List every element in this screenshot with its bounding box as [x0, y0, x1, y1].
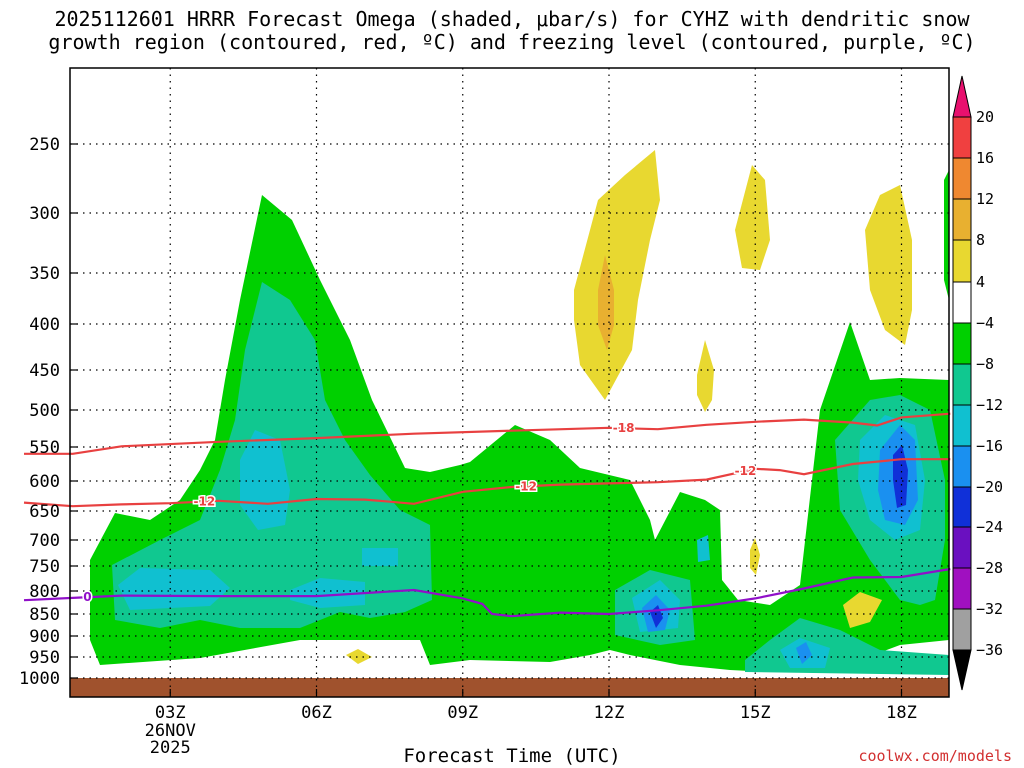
colorbar-tick-label: −24 — [976, 518, 1003, 536]
colorbar-tick-label: 4 — [976, 273, 985, 291]
colorbar-swatch — [952, 157, 972, 200]
y-tick-label: 1000 — [19, 669, 60, 689]
colorbar-tick-label: −28 — [976, 559, 1003, 577]
y-tick-label: 400 — [29, 315, 60, 335]
y-tick-label: 600 — [29, 472, 60, 492]
colorbar-swatch — [952, 281, 972, 324]
contour-label: -12 — [515, 479, 537, 493]
colorbar-tick-label: −8 — [976, 355, 994, 373]
colorbar-swatch — [952, 526, 972, 569]
colorbar-swatch — [952, 322, 972, 365]
x-tick-label: 18Z — [886, 703, 917, 723]
colorbar-swatch — [952, 239, 972, 283]
colorbar-swatch — [952, 404, 972, 447]
colorbar-tick-label: −12 — [976, 396, 1003, 414]
contour-label: -18 — [613, 421, 635, 435]
omega-region-cyan — [118, 568, 230, 610]
terrain-strip — [70, 678, 949, 697]
y-tick-label: 350 — [29, 264, 60, 284]
omega-region-cyan — [240, 430, 290, 530]
x-tick-label: 03Z — [155, 703, 186, 723]
contour-line — [23, 567, 951, 618]
colorbar-swatch — [952, 445, 972, 488]
colorbar-tick-label: −36 — [976, 641, 1003, 659]
omega-region-blue — [796, 642, 812, 664]
x-axis-label: Forecast Time (UTC) — [403, 745, 621, 767]
colorbar-tick-label: −32 — [976, 600, 1003, 618]
y-tick-label: 650 — [29, 502, 60, 522]
contour-line — [23, 458, 951, 508]
colorbar-swatch — [952, 198, 972, 241]
colorbar-tick-label: −4 — [976, 314, 994, 332]
contour-lines: -18 -12 -12 -12 0 — [23, 412, 951, 618]
colorbar-tick-label: −20 — [976, 478, 1003, 496]
colorbar-tick-label: −16 — [976, 437, 1003, 455]
contour-line — [24, 412, 951, 455]
y-tick-label: 750 — [29, 557, 60, 577]
credit-text: coolwx.com/models — [858, 747, 1012, 765]
gridlines — [70, 68, 949, 697]
colorbar-swatch — [952, 608, 972, 651]
omega-region-yellow — [697, 340, 714, 412]
omega-shading — [90, 150, 949, 675]
omega-region-yellow — [735, 165, 770, 270]
colorbar-swatch — [952, 363, 972, 406]
omega-region-cyan — [697, 535, 710, 562]
y-tick-label: 450 — [29, 361, 60, 381]
title-line-2: growth region (contoured, red, ºC) and f… — [48, 30, 976, 54]
colorbar: 20 16 12 8 4 −4 −8 −12 −16 −20 −24 −28 −32 −36 — [952, 75, 1003, 691]
colorbar-tick-label: 8 — [976, 231, 985, 249]
chart-title: 2025112601 HRRR Forecast Omega (shaded, … — [0, 8, 1024, 54]
y-tick-label: 950 — [29, 648, 60, 668]
x-tick-label: 15Z — [740, 703, 771, 723]
colorbar-swatch — [952, 567, 972, 610]
omega-region-yellow — [865, 185, 912, 345]
y-tick-label: 850 — [29, 605, 60, 625]
y-tick-label: 500 — [29, 401, 60, 421]
date-label: 2025 — [150, 738, 191, 758]
colorbar-swatch — [952, 116, 972, 159]
omega-region-green — [944, 170, 949, 300]
contour-label: 0 — [83, 590, 91, 604]
contour-label: -12 — [735, 464, 757, 478]
colorbar-tick-label: 12 — [976, 190, 994, 208]
y-tick-label: 900 — [29, 627, 60, 647]
colorbar-bottom-arrow — [952, 649, 972, 691]
y-axis: 2503003504004505005506006507007508008509… — [19, 135, 78, 689]
colorbar-tick-label: 16 — [976, 149, 994, 167]
colorbar-top-arrow — [952, 75, 972, 118]
colorbar-tick-label: 20 — [976, 108, 994, 126]
x-tick-label: 06Z — [301, 703, 332, 723]
y-tick-label: 700 — [29, 531, 60, 551]
plot-frame — [69, 67, 950, 698]
x-tick-label: 09Z — [447, 703, 478, 723]
omega-region-cyan — [362, 548, 398, 566]
omega-region-cyan — [290, 578, 365, 608]
title-line-1: 2025112601 HRRR Forecast Omega (shaded, … — [54, 7, 970, 31]
y-tick-label: 250 — [29, 135, 60, 155]
omega-region-yellow — [346, 649, 372, 664]
date-label: 26NOV — [145, 721, 196, 741]
y-tick-label: 550 — [29, 438, 60, 458]
y-tick-label: 800 — [29, 582, 60, 602]
omega-region-orange — [598, 255, 614, 350]
omega-region-yellow — [843, 592, 882, 628]
colorbar-swatch — [952, 486, 972, 528]
y-tick-label: 300 — [29, 204, 60, 224]
x-tick-label: 12Z — [594, 703, 625, 723]
omega-region-yellow — [574, 150, 660, 400]
contour-label: -12 — [194, 495, 216, 509]
